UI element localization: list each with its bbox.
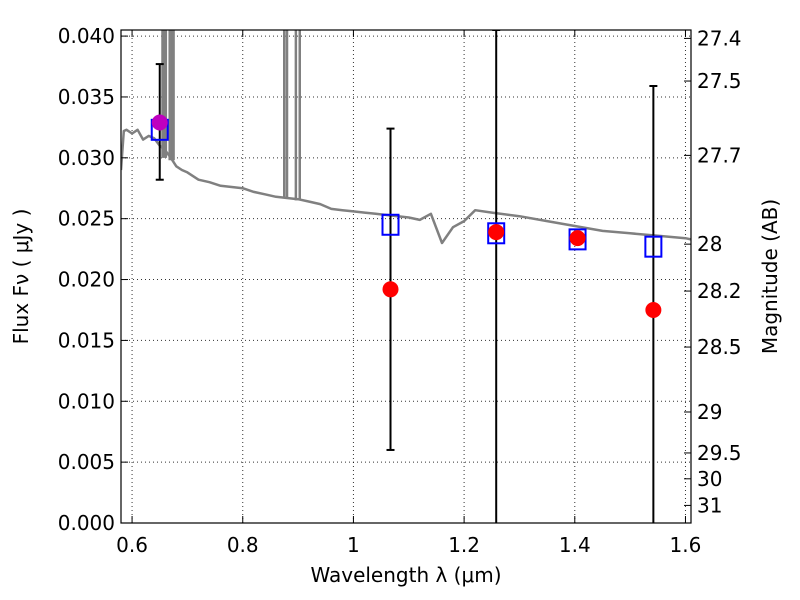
mag-tick-label: 27.5: [697, 69, 742, 93]
axes: 0.6 0.8 1 1.2 1.4 1.6 0.000 0.005 0.010 0.015 0.02…: [58, 24, 742, 557]
y-axis-title: Flux Fν ( μJy ): [9, 209, 33, 345]
x-tick-label: 1.4: [559, 533, 591, 557]
mag-tick-label: 29: [697, 400, 722, 424]
y-tick-label: 0.005: [58, 450, 115, 474]
mag-tick-label: 27.7: [697, 143, 742, 167]
mag-tick-label: 28.5: [697, 335, 742, 359]
y-tick-label: 0.015: [58, 328, 115, 352]
model-band-square: [381, 213, 400, 236]
model-band-square: [487, 222, 506, 245]
mag-tick-label: 27.4: [697, 26, 742, 50]
grid: [121, 30, 691, 524]
model-band-square: [644, 235, 663, 258]
y-tick-label: 0.030: [58, 146, 115, 170]
y-tick-label: 0.040: [58, 24, 115, 48]
y-tick-label: 0.010: [58, 389, 115, 413]
mag-tick-label: 28: [697, 232, 722, 256]
observed-flux-point: [382, 281, 399, 298]
x-tick-label: 0.8: [227, 533, 259, 557]
observed-flux-point: [569, 230, 586, 247]
y-tick-label: 0.035: [58, 85, 115, 109]
y-tick-label: 0.000: [58, 511, 115, 535]
y-axis-right-title: Magnitude (AB): [758, 199, 782, 354]
optical-flux-point: [151, 114, 168, 131]
y-tick-label: 0.020: [58, 268, 115, 292]
plot-area: [121, 30, 691, 523]
plot-frame: [120, 29, 692, 524]
model-band-square: [568, 228, 587, 251]
plot-content: [121, 30, 691, 523]
x-tick-label: 1: [347, 533, 360, 557]
observed-flux-point: [645, 301, 662, 318]
observed-flux-point: [488, 224, 505, 241]
mag-tick-label: 31: [697, 493, 722, 517]
mag-tick-label: 28.2: [697, 279, 742, 303]
x-axis-title: Wavelength λ (μm): [310, 563, 501, 587]
model-spectrum-line: [121, 128, 691, 245]
mag-tick-label: 29.5: [697, 441, 742, 465]
y-tick-label: 0.025: [58, 207, 115, 231]
x-tick-label: 1.6: [670, 533, 702, 557]
x-tick-label: 1.2: [448, 533, 480, 557]
x-tick-label: 0.6: [116, 533, 148, 557]
mag-tick-label: 30: [697, 467, 722, 491]
